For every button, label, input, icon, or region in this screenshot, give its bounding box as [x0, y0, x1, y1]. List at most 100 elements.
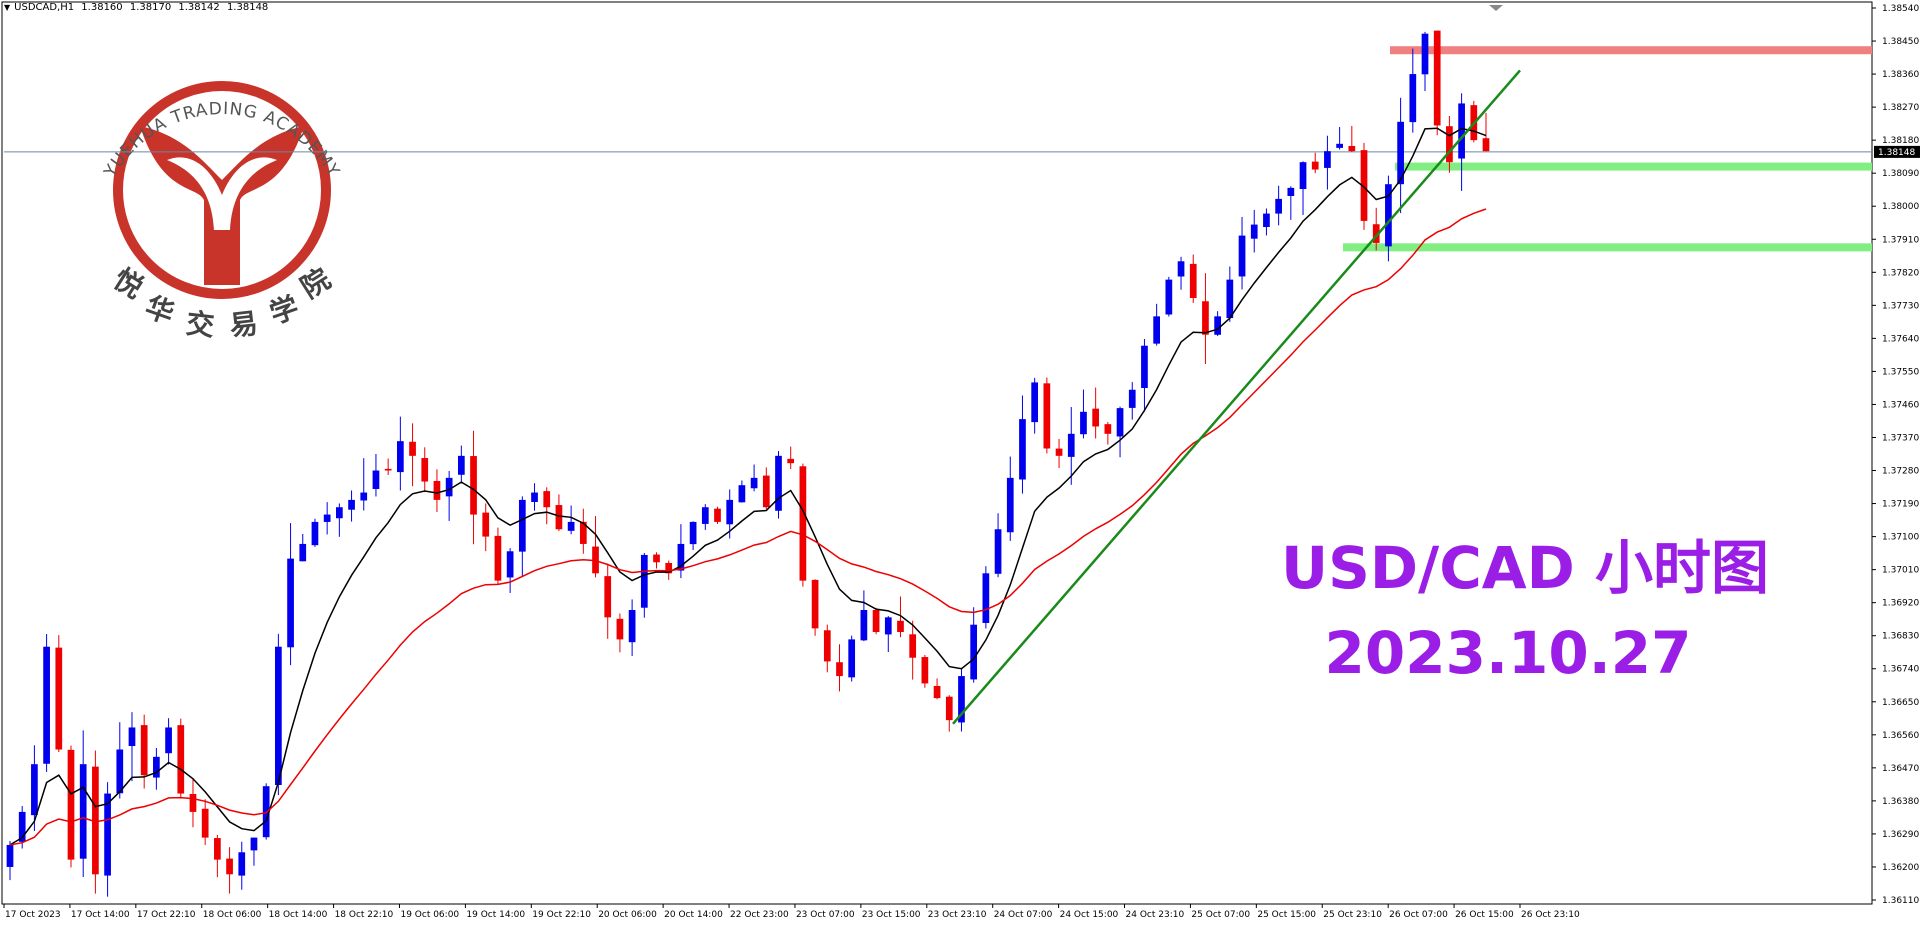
candle-bull — [165, 727, 172, 754]
candle-bull — [287, 558, 294, 648]
candle-bear — [1360, 150, 1368, 221]
scroll-marker-icon[interactable] — [1489, 5, 1503, 11]
candle-bull — [457, 455, 465, 475]
y-tick-label: 1.37100 — [1882, 533, 1919, 543]
candle-bear — [470, 456, 477, 515]
overlay-date: 2023.10.27 — [1325, 619, 1692, 687]
y-tick-label: 1.36650 — [1882, 698, 1919, 708]
y-tick-label: 1.37730 — [1882, 301, 1919, 311]
candle-bull — [1177, 261, 1185, 277]
candle-bull — [860, 610, 868, 641]
candle-bear — [665, 562, 673, 574]
candle-bull — [445, 477, 453, 497]
candle-bear — [604, 576, 612, 618]
candle-bull — [518, 499, 526, 552]
candle-bull — [701, 507, 709, 524]
candle-bull — [640, 554, 648, 608]
candle-bull — [262, 786, 270, 838]
x-tick-label: 20 Oct 06:00 — [598, 910, 657, 920]
candle-bull — [1324, 151, 1331, 168]
candle-bull — [1116, 408, 1124, 437]
y-tick-label: 1.37820 — [1882, 268, 1919, 278]
x-tick-label: 24 Oct 07:00 — [994, 910, 1053, 920]
high-value: 1.38170 — [129, 2, 172, 13]
candle-bull — [1165, 279, 1173, 315]
candle-bear — [214, 838, 221, 860]
candle-bear — [1189, 263, 1197, 298]
candle-bear — [921, 657, 929, 684]
candle-bear — [409, 441, 416, 456]
candle-bull — [982, 573, 990, 623]
collapse-icon[interactable]: ▼ — [4, 3, 11, 12]
price-zones — [1343, 46, 1872, 252]
candle-bull — [738, 485, 746, 503]
overlay-title: USD/CAD 小时图 — [1281, 534, 1769, 602]
candle-bear — [177, 725, 185, 794]
candle-bull — [396, 441, 404, 473]
x-tick-label: 24 Oct 15:00 — [1060, 910, 1119, 920]
y-tick-label: 1.37370 — [1882, 433, 1919, 443]
x-tick-label: 25 Oct 23:10 — [1323, 910, 1382, 920]
candle-bull — [299, 543, 307, 562]
x-tick-label: 26 Oct 23:10 — [1521, 910, 1580, 920]
x-tick-label: 26 Oct 15:00 — [1455, 910, 1514, 920]
candle-bull — [238, 852, 246, 876]
candle-bull — [348, 499, 355, 510]
candle-bear — [140, 725, 148, 776]
candle-bull — [31, 764, 38, 816]
ma-fast-line — [9, 127, 1487, 846]
y-tick-label: 1.37640 — [1882, 334, 1919, 344]
y-tick-label: 1.38090 — [1882, 169, 1919, 179]
resistance-zone — [1390, 46, 1872, 55]
y-tick-label: 1.36380 — [1882, 797, 1919, 807]
candle-bear — [909, 634, 917, 658]
logo-cn-char: 易 — [228, 307, 260, 343]
y-tick-label: 1.36110 — [1882, 896, 1919, 906]
candle-bull — [1226, 279, 1234, 319]
logo-emblem-inner — [167, 157, 277, 230]
candle-bull — [1214, 316, 1221, 335]
y-tick-label: 1.36200 — [1882, 863, 1919, 873]
candle-bull — [1141, 345, 1148, 389]
y-tick-label: 1.36470 — [1882, 764, 1919, 774]
trendline-layer — [952, 69, 1521, 725]
x-tick-label: 18 Oct 22:10 — [335, 910, 394, 920]
candles — [6, 30, 1490, 897]
candle-bull — [153, 756, 160, 778]
candle-bull — [1409, 74, 1417, 123]
candle-bull — [6, 844, 14, 867]
candle-bear — [1446, 126, 1453, 163]
candle-bull — [775, 455, 782, 511]
candle-bull — [958, 676, 965, 723]
logo-ring — [113, 81, 331, 299]
candle-bull — [18, 811, 26, 842]
y-tick-label: 1.36560 — [1882, 731, 1919, 741]
candle-bear — [811, 579, 819, 629]
candle-bear — [787, 458, 795, 464]
candle-bear — [1433, 30, 1441, 126]
x-tick-label: 19 Oct 06:00 — [400, 910, 459, 920]
y-tick-label: 1.36290 — [1882, 830, 1919, 840]
x-tick-label: 19 Oct 14:00 — [466, 910, 525, 920]
candle-bear — [1092, 408, 1100, 427]
candle-bear — [384, 468, 392, 471]
candle-bear — [1104, 424, 1112, 434]
support-zone — [1343, 243, 1872, 252]
chart-header: ▼ USDCAD,H1 1.38160 1.38170 1.38142 1.381… — [4, 2, 272, 13]
candle-bear — [1482, 138, 1490, 152]
x-tick-label: 20 Oct 14:00 — [664, 910, 723, 920]
candle-bear — [1348, 145, 1356, 152]
candle-bull — [506, 551, 514, 578]
candle-bear — [1202, 301, 1209, 335]
candle-bull — [1263, 213, 1270, 228]
candle-bear — [421, 458, 429, 482]
candle-bull — [1067, 433, 1075, 457]
candle-bear — [226, 858, 233, 875]
time-axis: 17 Oct 2023 17 Oct 14:00 17 Oct 22:10 18 Oc… — [3, 903, 1872, 920]
moving-averages — [9, 127, 1487, 846]
candle-bull — [311, 521, 319, 546]
y-tick-label: 1.36920 — [1882, 599, 1919, 609]
candle-bear — [92, 766, 99, 875]
